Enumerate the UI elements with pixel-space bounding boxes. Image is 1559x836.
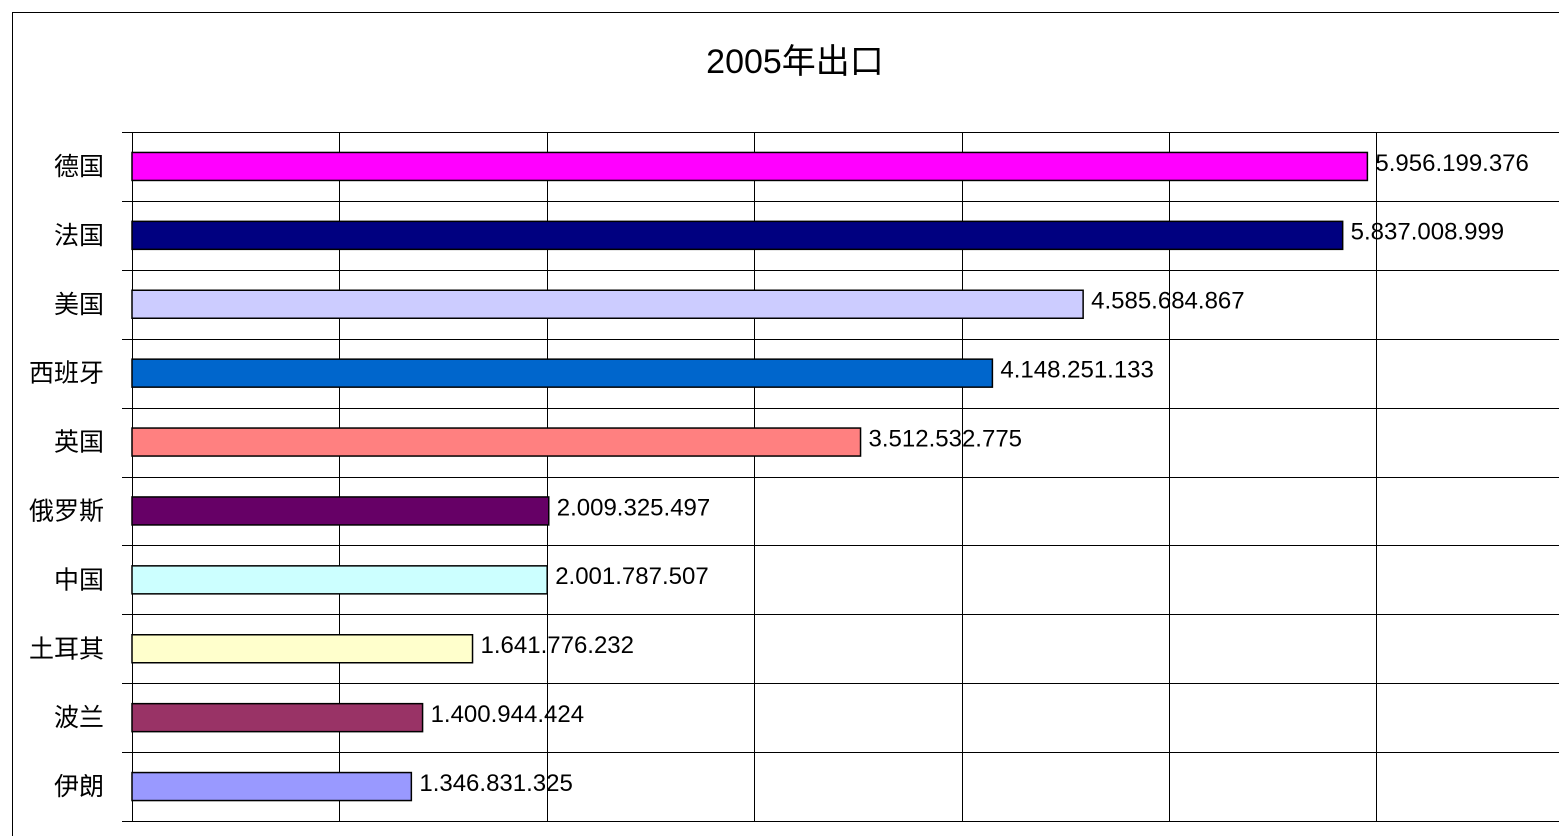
y-tick-label: 俄罗斯 (29, 496, 104, 525)
y-tick-label: 波兰 (54, 703, 104, 732)
data-label: 5.837.008.999 (1351, 219, 1504, 246)
bar (131, 151, 1369, 182)
data-label: 4.148.251.133 (1000, 356, 1153, 383)
bar (131, 220, 1344, 251)
y-tick-label: 中国 (54, 565, 104, 594)
bar (131, 358, 994, 388)
y-tick-label: 伊朗 (54, 772, 104, 801)
data-label: 1.641.776.232 (481, 632, 634, 659)
bar (131, 702, 424, 733)
data-label: 2.001.787.507 (555, 563, 708, 590)
y-tick-label: 美国 (54, 290, 104, 319)
data-label: 3.512.532.775 (869, 425, 1022, 452)
bar (131, 771, 413, 802)
y-tick-label: 德国 (54, 152, 104, 181)
y-tick-label: 法国 (54, 221, 104, 250)
data-label: 4.585.684.867 (1091, 288, 1244, 315)
data-label: 5.956.199.376 (1375, 150, 1528, 177)
bar (131, 289, 1084, 319)
data-label: 1.346.831.325 (419, 770, 572, 797)
y-tick-label: 西班牙 (29, 359, 104, 388)
y-tick-label: 土耳其 (29, 634, 104, 663)
bar (131, 634, 474, 664)
bar (131, 565, 548, 595)
chart-frame (12, 12, 1559, 836)
data-label: 2.009.325.497 (557, 494, 710, 521)
y-tick-label: 英国 (54, 428, 104, 457)
bar (131, 496, 550, 526)
chart-title: 2005年出口 (706, 43, 884, 81)
data-label: 1.400.944.424 (431, 701, 584, 728)
bar (131, 427, 862, 457)
